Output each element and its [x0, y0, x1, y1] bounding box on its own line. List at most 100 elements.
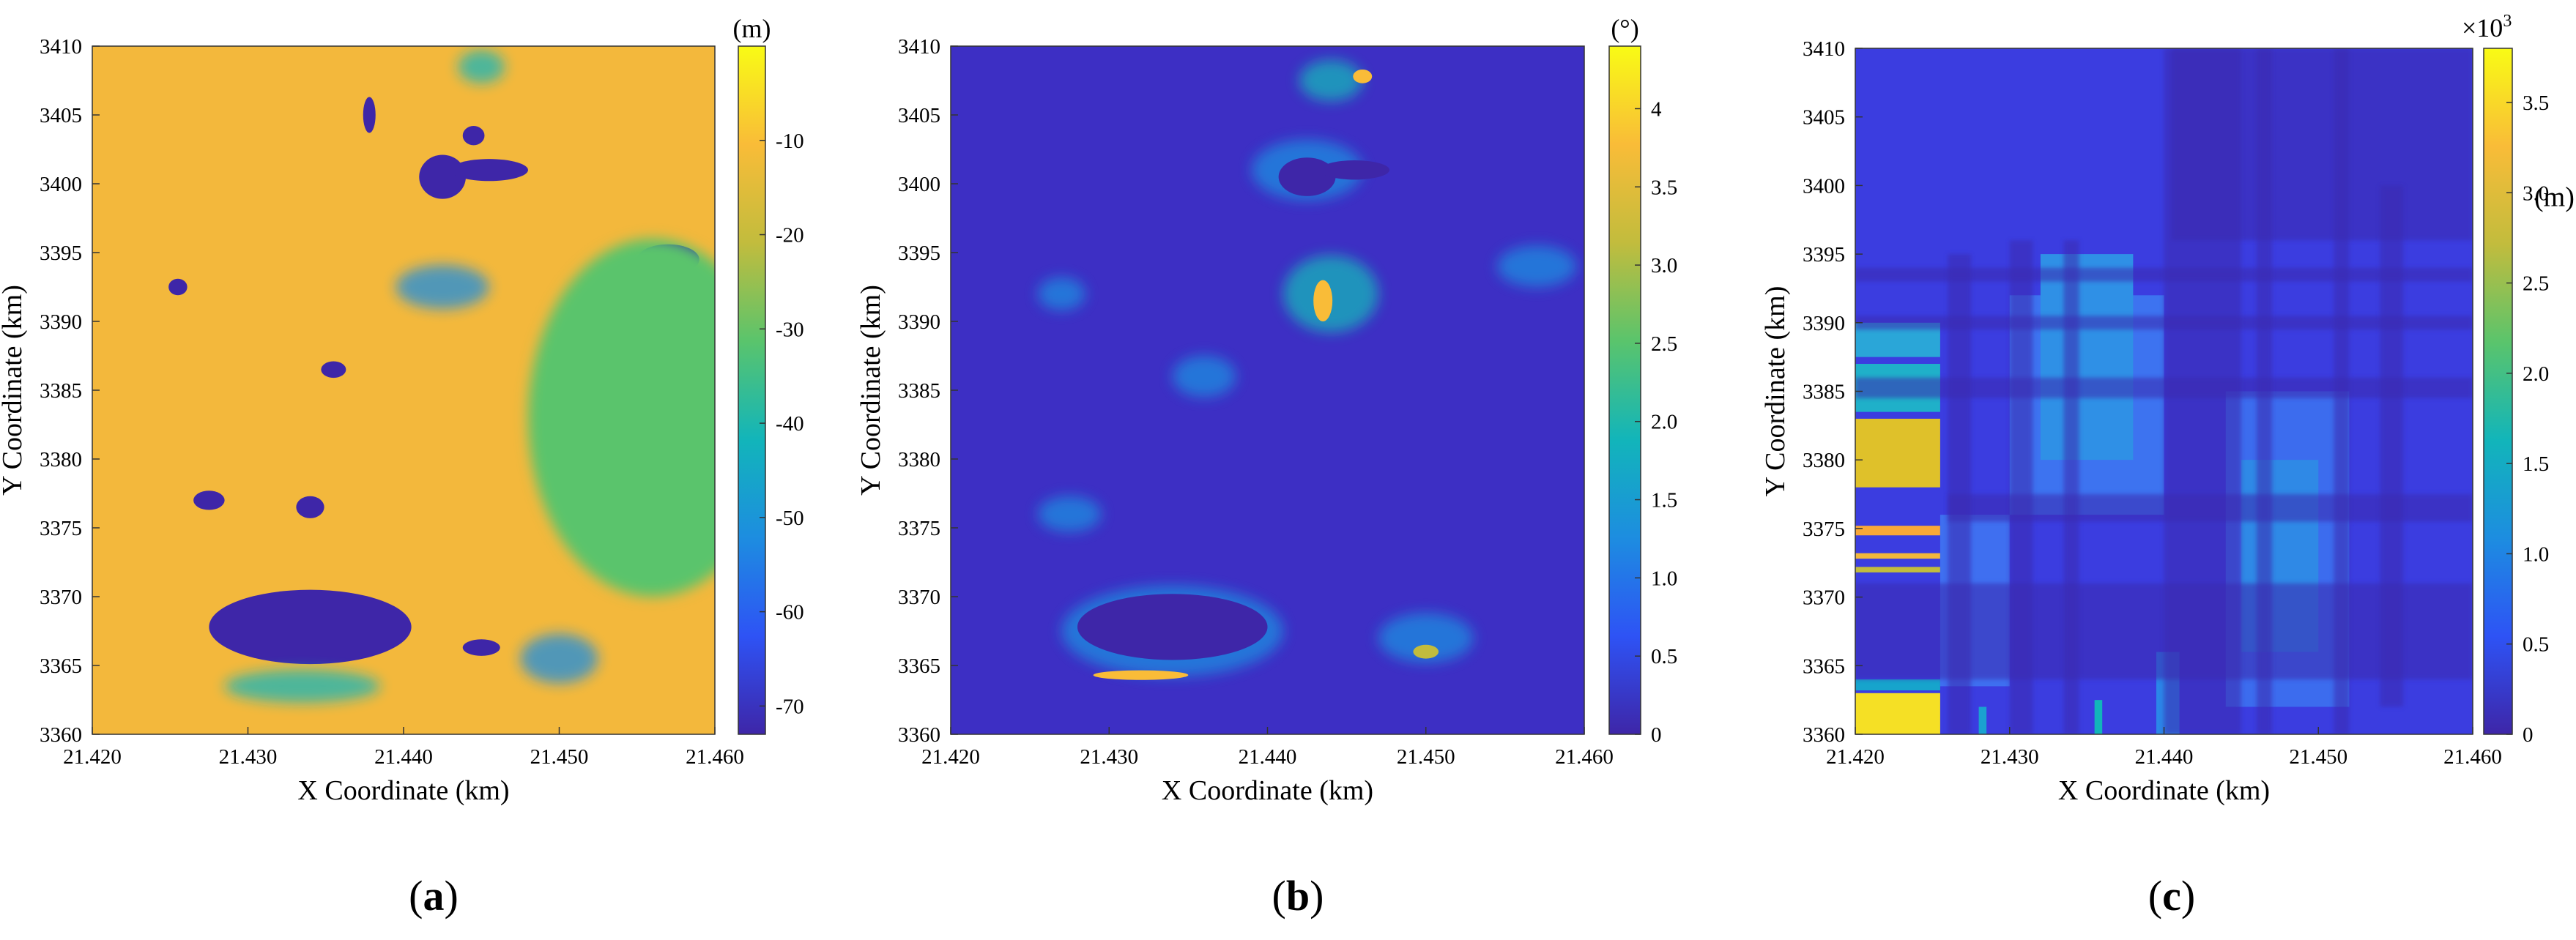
x-tick-label: 21.430 [219, 745, 278, 769]
y-tick-label: 3390 [898, 310, 940, 334]
colorbar-tick-label: -60 [776, 601, 804, 624]
colorbar-unit: (m) [2534, 182, 2575, 213]
colorbar-tick-label: 3.0 [2523, 182, 2549, 205]
heatmap-gradient-ring [1378, 613, 1474, 663]
heatmap-shoal [396, 264, 489, 310]
y-tick-label: 3410 [1803, 37, 1845, 61]
colorbar-multiplier: ×103 [2462, 12, 2512, 42]
y-tick-label: 3380 [898, 448, 940, 471]
y-tick-label: 3385 [40, 379, 82, 403]
colorbar-tick-label: 2.5 [2523, 272, 2549, 296]
y-tick-label: 3360 [898, 723, 940, 747]
heatmap-gradient-ring [1037, 277, 1085, 310]
y-tick-label: 3380 [1803, 449, 1845, 472]
y-tick-label: 3400 [1803, 174, 1845, 198]
y-tick-label: 3400 [898, 173, 940, 196]
heatmap-flat [1319, 160, 1390, 180]
heatmap-land [462, 126, 485, 146]
y-tick-label: 3385 [1803, 381, 1845, 404]
y-axis-label: Y Coordinate (km) [0, 285, 28, 496]
heatmap-region [1855, 567, 1940, 572]
y-tick-label: 3405 [1803, 106, 1845, 130]
colorbar [1608, 45, 1641, 735]
heatmap-shadow [2334, 48, 2350, 734]
heatmap-land [363, 97, 376, 133]
heatmap-gradient-ring [1497, 245, 1577, 287]
heatmap-shadow [2164, 48, 2241, 734]
heatmap-gradient-ring [1172, 356, 1236, 398]
heatmap-region [1855, 553, 1940, 559]
y-tick-label: 3400 [40, 173, 82, 196]
x-tick-label: 21.450 [530, 745, 589, 769]
colorbar-tick-label: 0 [2523, 723, 2534, 747]
heatmap-shadow [2063, 240, 2079, 734]
colorbar-tick-label: -20 [776, 224, 804, 247]
heatmap-flat [1077, 594, 1268, 660]
y-tick-label: 3360 [40, 723, 82, 747]
x-tick-label: 21.420 [921, 745, 980, 769]
colorbar-tick-label: -70 [776, 695, 804, 718]
y-tick-label: 3380 [40, 448, 82, 471]
y-tick-label: 3365 [898, 654, 940, 678]
y-tick-label: 3360 [1803, 723, 1845, 747]
y-tick-label: 3370 [40, 586, 82, 609]
panel-label: (c) [2148, 872, 2195, 920]
heatmap-peak [1093, 670, 1189, 680]
panel-c: 21.420 21.430 21.440 21.450 21.460 3360 3365 33… [1760, 12, 2575, 920]
heatmap-shadow [2009, 240, 2033, 734]
x-tick-label: 21.440 [1239, 745, 1297, 769]
heatmap-land [462, 639, 500, 656]
x-tick-label: 21.460 [2443, 745, 2502, 769]
colorbar-unit: (m) [733, 14, 771, 43]
heatmap-land [209, 589, 412, 665]
colorbar-tick-label: 3.5 [1651, 176, 1677, 199]
y-tick-label: 3365 [1803, 654, 1845, 678]
y-tick-label: 3395 [1803, 243, 1845, 266]
heatmap-field [168, 50, 715, 703]
heatmap-shadow [2256, 48, 2273, 734]
heatmap-shadow [1948, 254, 1972, 734]
heatmap-gradient-ring [1299, 59, 1363, 102]
heatmap-shoal [224, 669, 381, 703]
heatmap-flat [1278, 157, 1336, 196]
heatmap-land [296, 496, 324, 518]
y-tick-label: 3370 [1803, 586, 1845, 610]
x-axis-label: X Coordinate (km) [1162, 775, 1373, 806]
y-tick-label: 3405 [40, 104, 82, 127]
x-tick-label: 21.460 [1555, 745, 1614, 769]
heatmap-field [1855, 48, 2473, 734]
heatmap-shoal [458, 50, 505, 83]
x-tick-label: 21.430 [1981, 745, 2039, 769]
colorbar-tick-label: 3.5 [2523, 92, 2549, 115]
colorbar-tick-label: 1.5 [1651, 489, 1677, 512]
colorbar [2483, 48, 2513, 735]
colorbar-tick-label: 1.5 [2523, 452, 2549, 476]
heatmap-shoal [520, 633, 598, 684]
heatmap-region [1978, 706, 1987, 734]
y-tick-label: 3375 [40, 517, 82, 540]
heatmap-field [1037, 59, 1577, 680]
colorbar-tick-label: 4 [1651, 97, 1662, 121]
heatmap-shadow [2380, 185, 2404, 707]
heatmap-land [168, 278, 188, 296]
heatmap-region [1855, 679, 1940, 691]
colorbar-tick-label: 0 [1651, 723, 1662, 747]
heatmap-region [1855, 418, 1940, 488]
colorbar [738, 45, 766, 735]
x-tick-label: 21.460 [686, 745, 744, 769]
heatmap-deep [528, 239, 715, 597]
panel-label: (a) [409, 872, 459, 920]
x-axis-label: X Coordinate (km) [297, 775, 509, 806]
heatmap-land [321, 361, 346, 378]
panel-label: (b) [1272, 872, 1324, 920]
y-axis-label: Y Coordinate (km) [1760, 286, 1791, 497]
y-tick-label: 3405 [898, 104, 940, 127]
x-tick-label: 21.420 [1826, 745, 1885, 769]
x-axis-label: X Coordinate (km) [2058, 775, 2270, 806]
y-tick-label: 3410 [40, 35, 82, 59]
x-tick-label: 21.440 [374, 745, 433, 769]
y-tick-label: 3410 [898, 35, 940, 59]
heatmap-peak [1353, 69, 1373, 83]
colorbar-unit: (°) [1611, 14, 1638, 43]
heatmap-region [1855, 526, 1940, 536]
